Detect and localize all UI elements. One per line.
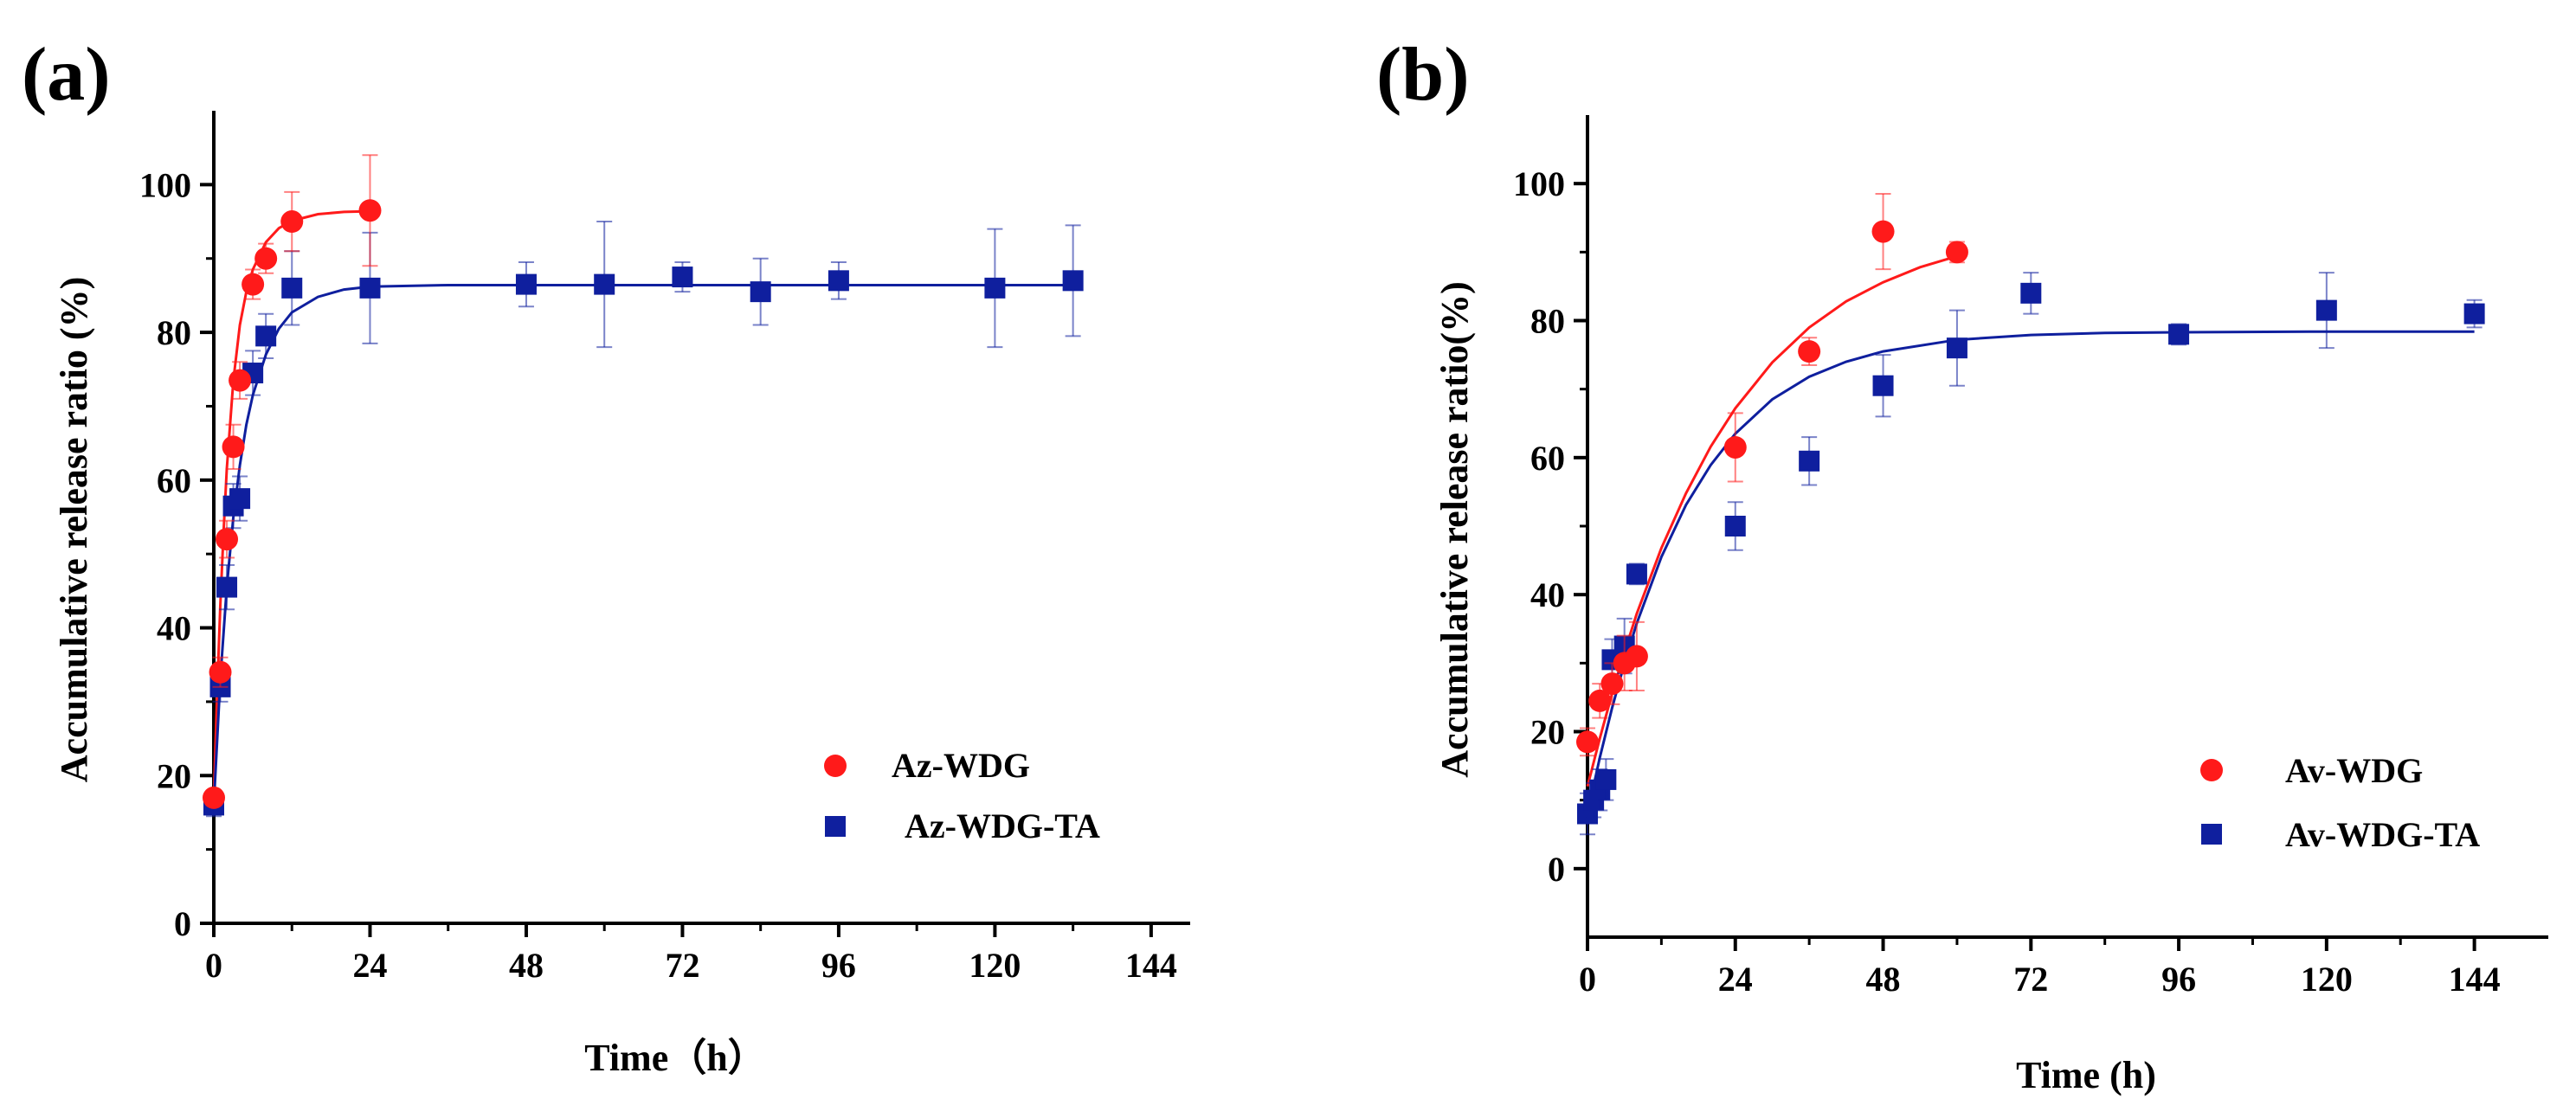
b-point-1 bbox=[1595, 768, 1617, 790]
panel-a: (a) Accumulative release ratio (%) Time（… bbox=[22, 33, 1190, 1079]
a-x-tick-label: 96 bbox=[821, 946, 856, 985]
b-point-0 bbox=[1798, 340, 1821, 363]
panel-a-data-marks bbox=[203, 154, 1084, 818]
panel-b: (b) Accumulative release ratio(%) Time (… bbox=[1376, 33, 2548, 1096]
a-x-tick-label: 72 bbox=[665, 946, 699, 985]
b-point-0 bbox=[1588, 689, 1612, 712]
a-point-1 bbox=[594, 273, 615, 295]
panel-a-legend: Az-WDG Az-WDG-TA bbox=[824, 746, 1100, 845]
legend-b-marker-0 bbox=[2200, 759, 2223, 781]
a-point-0 bbox=[203, 786, 225, 809]
a-y-tick-label: 60 bbox=[157, 461, 191, 500]
panel-a-label: (a) bbox=[22, 33, 111, 117]
b-x-tick-label: 120 bbox=[2301, 960, 2353, 999]
b-point-1 bbox=[2168, 324, 2190, 345]
a-point-0 bbox=[229, 369, 252, 392]
b-point-0 bbox=[1945, 241, 1968, 264]
a-y-tick-label: 100 bbox=[139, 165, 191, 204]
a-point-0 bbox=[280, 210, 304, 234]
b-y-tick-label: 20 bbox=[1530, 713, 1565, 752]
b-x-tick-label: 96 bbox=[2161, 960, 2196, 999]
b-point-1 bbox=[2020, 282, 2042, 304]
b-point-1 bbox=[2463, 303, 2485, 324]
b-x-tick-label: 72 bbox=[2013, 960, 2048, 999]
a-point-1 bbox=[828, 270, 849, 292]
a-point-0 bbox=[216, 528, 239, 551]
a-point-1 bbox=[359, 277, 381, 299]
panel-b-data-marks bbox=[1576, 193, 2485, 836]
a-point-1 bbox=[750, 281, 771, 303]
b-point-1 bbox=[1872, 375, 1894, 396]
b-x-tick-label: 0 bbox=[1579, 960, 1596, 999]
b-point-0 bbox=[1600, 672, 1624, 696]
b-x-tick-label: 24 bbox=[1718, 960, 1753, 999]
b-point-0 bbox=[1576, 730, 1599, 754]
b-x-tick-label: 48 bbox=[1866, 960, 1901, 999]
legend-b-marker-1 bbox=[2201, 824, 2222, 845]
b-y-tick-label: 80 bbox=[1530, 302, 1565, 341]
legend-a-marker-0 bbox=[824, 755, 847, 777]
panel-a-xlabel: Time（h） bbox=[584, 1037, 765, 1079]
b-point-1 bbox=[2315, 299, 2337, 321]
a-point-0 bbox=[242, 273, 265, 296]
panel-a-axes: 0 24 48 72 96 120 144 0 20 40 60 80 100 bbox=[139, 111, 1190, 985]
b-fit-curve-1 bbox=[1586, 330, 2475, 814]
b-x-tick-label: 144 bbox=[2449, 960, 2501, 999]
a-x-tick-label: 24 bbox=[352, 946, 387, 985]
panel-a-ylabel: Accumulative release ratio (%) bbox=[53, 277, 95, 782]
a-y-tick-label: 40 bbox=[157, 609, 191, 648]
b-y-tick-label: 40 bbox=[1530, 575, 1565, 614]
b-fit-curve-0 bbox=[1586, 254, 1958, 787]
panel-b-ylabel: Accumulative release ratio(%) bbox=[1433, 281, 1476, 777]
a-y-tick-label: 20 bbox=[157, 756, 191, 795]
b-point-1 bbox=[1724, 516, 1746, 537]
legend-a-label-1: Az-WDG-TA bbox=[905, 806, 1100, 845]
b-y-tick-label: 60 bbox=[1530, 439, 1565, 478]
a-point-1 bbox=[672, 267, 693, 288]
panel-a-fit-curves bbox=[212, 209, 1073, 806]
a-point-1 bbox=[281, 277, 303, 299]
panel-b-axes: 0 24 48 72 96 120 144 0 20 40 60 80 100 bbox=[1513, 115, 2548, 999]
b-y-tick-label: 100 bbox=[1513, 164, 1565, 203]
legend-b-label-1: Av-WDG-TA bbox=[2285, 815, 2480, 854]
a-x-tick-label: 144 bbox=[1125, 946, 1177, 985]
b-point-1 bbox=[1626, 563, 1647, 585]
a-x-tick-label: 0 bbox=[205, 946, 222, 985]
a-point-1 bbox=[216, 576, 238, 598]
b-point-0 bbox=[1723, 435, 1747, 459]
a-point-0 bbox=[209, 660, 232, 684]
a-point-1 bbox=[229, 488, 251, 510]
panel-b-label: (b) bbox=[1376, 33, 1470, 117]
b-point-1 bbox=[1946, 337, 1967, 359]
a-x-tick-label: 48 bbox=[509, 946, 544, 985]
panel-b-legend: Av-WDG Av-WDG-TA bbox=[2200, 751, 2480, 854]
a-point-0 bbox=[358, 199, 382, 222]
panel-b-xlabel: Time (h) bbox=[2016, 1054, 2156, 1096]
b-y-tick-label: 0 bbox=[1548, 850, 1565, 889]
a-point-1 bbox=[1062, 270, 1084, 292]
b-point-0 bbox=[1871, 220, 1895, 243]
b-point-1 bbox=[1799, 450, 1820, 472]
panel-b-fit-curves bbox=[1586, 254, 2475, 814]
a-y-tick-label: 80 bbox=[157, 313, 191, 352]
a-y-tick-label: 0 bbox=[174, 904, 191, 943]
a-point-0 bbox=[222, 435, 245, 459]
a-point-1 bbox=[255, 325, 277, 347]
a-x-tick-label: 120 bbox=[969, 946, 1021, 985]
a-point-1 bbox=[984, 277, 1006, 299]
legend-b-label-0: Av-WDG bbox=[2285, 751, 2423, 790]
legend-a-marker-1 bbox=[825, 816, 846, 837]
a-point-0 bbox=[254, 247, 278, 270]
legend-a-label-0: Az-WDG bbox=[892, 746, 1030, 785]
b-point-0 bbox=[1625, 645, 1648, 668]
a-fit-curve-1 bbox=[212, 284, 1073, 806]
a-point-1 bbox=[515, 273, 537, 295]
